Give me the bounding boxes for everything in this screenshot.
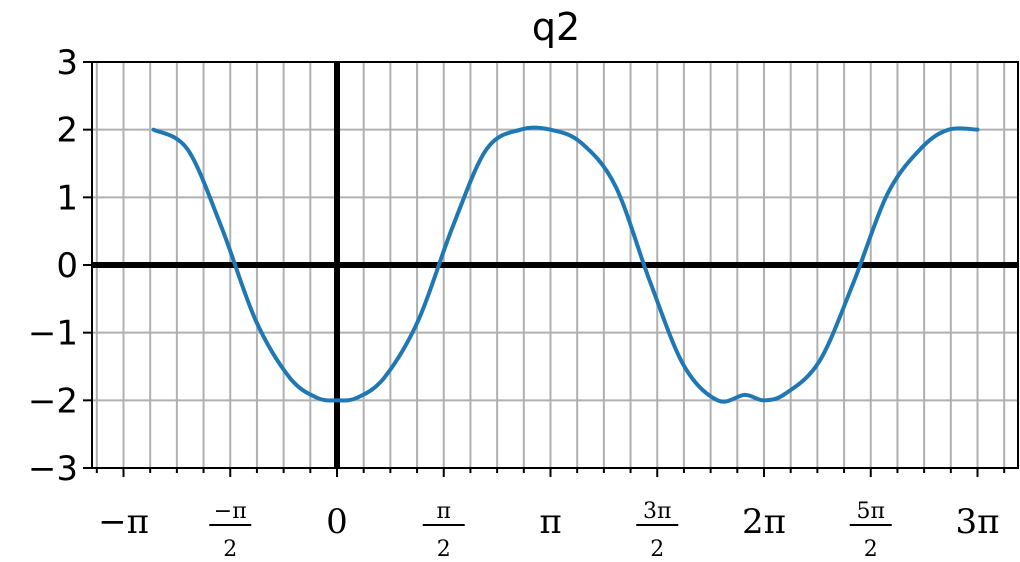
y-tick-labels: 3 2 1 0 −1 −2 −3 [28,43,78,489]
series-line [151,125,980,404]
x-tick-numerator: −π [214,499,247,524]
x-tick-label: π [539,502,561,542]
x-tick-denominator: 2 [650,537,664,562]
x-tick-fraction: 3π 2 [636,499,679,562]
x-tick-label: −π [98,502,149,542]
y-tick-label: 1 [56,178,78,218]
x-tick-denominator: 2 [223,537,237,562]
y-tick-label: 0 [56,246,78,286]
ticks [83,61,1006,477]
x-tick-label: 0 [326,502,348,542]
y-tick-label: 3 [56,43,78,83]
chart-title: q2 [532,5,580,49]
x-tick-numerator: π [437,499,451,524]
x-tick-denominator: 2 [437,537,451,562]
x-tick-fraction: 5π 2 [849,499,892,562]
y-tick-label: 2 [56,111,78,151]
x-tick-fraction: π2 [422,499,465,562]
x-tick-label: 2π [742,502,786,542]
x-tick-numerator: 5π [857,499,885,524]
x-tick-numerator: 3π [643,499,671,524]
x-tick-denominator: 2 [864,537,878,562]
x-tick-label: 3π [956,502,1000,542]
y-tick-label: −3 [28,449,78,489]
y-tick-label: −1 [28,314,78,354]
y-tick-label: −2 [28,381,78,421]
series-layer [151,125,980,404]
x-tick-fraction: −π 2 [209,499,252,562]
